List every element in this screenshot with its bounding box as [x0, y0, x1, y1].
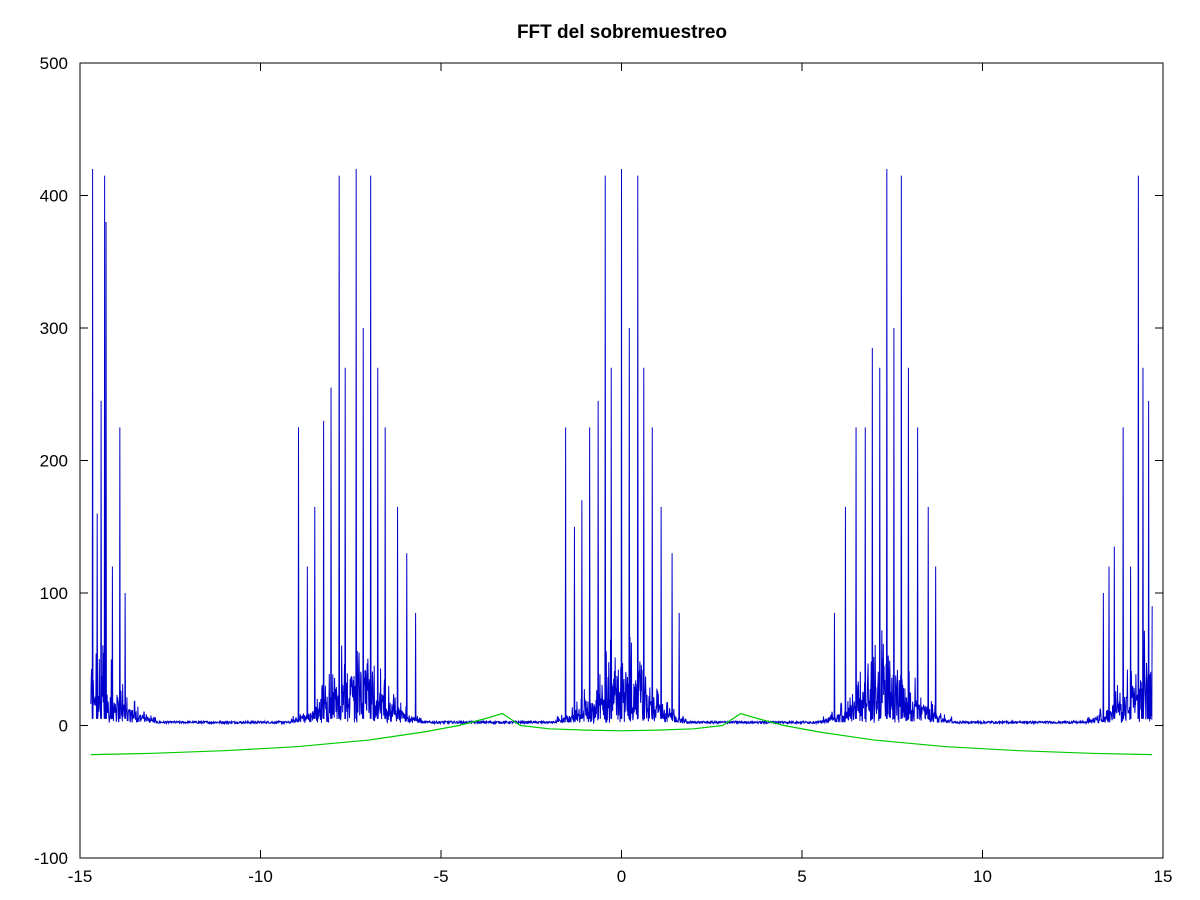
- chart-title: FFT del sobremuestreo: [517, 22, 727, 43]
- series-layer: [90, 168, 1153, 756]
- y-tick-label: 300: [40, 319, 68, 338]
- x-tick-label: -10: [248, 867, 273, 886]
- series-line-blue: [90, 168, 1153, 726]
- x-tick-label: -5: [433, 867, 448, 886]
- x-tick-label: 5: [797, 867, 806, 886]
- y-tick-label: 200: [40, 452, 68, 471]
- series-line-green: [90, 712, 1153, 756]
- y-tick-label: 100: [40, 584, 68, 603]
- y-tick-label: 400: [40, 187, 68, 206]
- x-tick-label: 10: [973, 867, 992, 886]
- x-tick-label: -15: [68, 867, 93, 886]
- y-tick-label: 500: [40, 54, 68, 73]
- y-tick-label: -100: [34, 849, 68, 868]
- ticks: -15 -10 -5 0 5 10 15 -100 0 100 200 300 400 500: [34, 54, 1172, 886]
- y-tick-label: 0: [59, 717, 68, 736]
- x-tick-label: 0: [617, 867, 626, 886]
- x-tick-label: 15: [1154, 867, 1173, 886]
